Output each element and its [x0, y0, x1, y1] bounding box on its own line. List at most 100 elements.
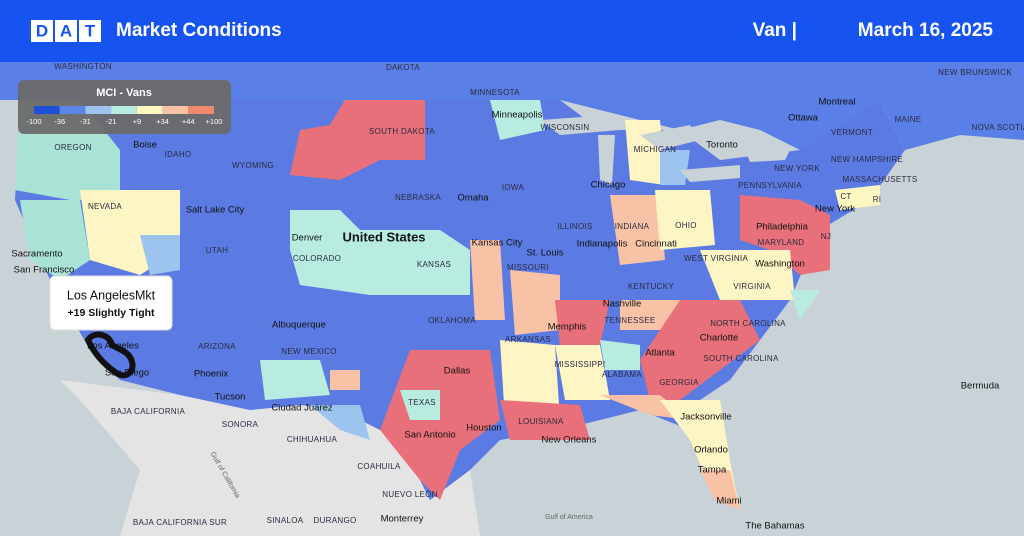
equipment-mode: Van | — [753, 20, 797, 41]
place-label: CT — [840, 192, 851, 201]
place-label: Houston — [466, 423, 501, 434]
place-label: San Francisco — [14, 265, 75, 276]
region-patches — [15, 100, 880, 510]
place-label: ALABAMA — [602, 370, 642, 379]
place-label: The Bahamas — [745, 521, 804, 532]
place-label: NJ — [821, 232, 831, 241]
place-label: Phoenix — [194, 369, 229, 380]
logo-letter: A — [60, 21, 72, 40]
place-label: Toronto — [706, 140, 738, 151]
place-label: NEVADA — [88, 202, 122, 211]
place-label: OKLAHOMA — [428, 316, 476, 325]
place-label: IDAHO — [165, 150, 192, 159]
place-label: Cincinnati — [635, 239, 677, 250]
place-label: Gulf of America — [545, 514, 593, 521]
place-label: LOUISIANA — [518, 417, 564, 426]
place-label: Nashville — [603, 299, 642, 310]
place-label: COAHUILA — [357, 462, 401, 471]
place-label: Boise — [133, 140, 157, 151]
place-label: WASHINGTON — [54, 62, 112, 71]
place-label: GEORGIA — [659, 378, 699, 387]
place-label: SINALOA — [267, 516, 304, 525]
place-label: BAJA CALIFORNIA — [111, 407, 186, 416]
legend-swatch — [59, 106, 86, 114]
place-label: Chicago — [591, 180, 626, 191]
place-label: TENNESSEE — [604, 316, 655, 325]
place-label: SONORA — [222, 420, 259, 429]
place-label: SOUTH DAKOTA — [369, 127, 435, 136]
place-label: NORTH CAROLINA — [710, 319, 786, 328]
place-label: ARIZONA — [198, 342, 236, 351]
place-label: Jacksonville — [680, 412, 731, 423]
place-label: ILLINOIS — [557, 222, 592, 231]
place-label: ARKANSAS — [505, 335, 551, 344]
legend-scale: -100 -36 -31 -21 +9 +34 +44 +100 — [26, 106, 222, 126]
selected-market-outline — [84, 331, 136, 379]
place-label: NEW MEXICO — [281, 347, 336, 356]
tooltip-market: Los AngelesMkt — [67, 288, 156, 302]
place-label: DAKOTA — [386, 63, 420, 72]
legend-swatch — [136, 106, 163, 114]
place-label: Minneapolis — [492, 110, 543, 121]
legend-label: +100 — [206, 117, 223, 126]
place-label: Bermuda — [961, 381, 1000, 392]
place-label: BAJA CALIFORNIA SUR — [133, 518, 227, 527]
place-label: Denver — [292, 233, 323, 244]
legend-label: -31 — [80, 117, 91, 126]
legend-swatch — [85, 106, 112, 114]
place-label: MASSACHUSETTS — [842, 175, 917, 184]
legend-label: +34 — [156, 117, 169, 126]
place-label: VERMONT — [831, 128, 873, 137]
place-label: NEW BRUNSWICK — [938, 68, 1012, 77]
place-label: MISSISSIPPI — [555, 360, 606, 369]
place-label: New Orleans — [542, 435, 597, 446]
mexico — [60, 380, 480, 536]
place-label: KENTUCKY — [628, 282, 674, 291]
legend-swatch — [111, 106, 137, 114]
place-label: MARYLAND — [758, 238, 805, 247]
place-label: San Antonio — [404, 430, 455, 441]
legend-swatch — [188, 106, 214, 114]
place-label: Charlotte — [700, 333, 739, 344]
canada — [0, 62, 1024, 150]
place-label: Miami — [716, 496, 741, 507]
lakes — [540, 115, 790, 185]
place-label: INDIANA — [615, 222, 650, 231]
place-label: COLORADO — [293, 254, 341, 263]
place-labels: WASHINGTON DAKOTA MINNESOTA Minneapolis WISC… — [11, 62, 1024, 531]
place-label: Washington — [755, 259, 805, 270]
place-label: United States — [342, 229, 425, 244]
place-label: San Diego — [105, 368, 149, 379]
legend-label: -36 — [54, 117, 65, 126]
place-label: SOUTH CAROLINA — [703, 354, 779, 363]
header-title: Market Conditions — [116, 20, 282, 41]
place-label: IOWA — [502, 183, 525, 192]
place-label: PENNSYLVANIA — [738, 181, 802, 190]
place-label: DURANGO — [314, 516, 357, 525]
legend-swatch — [34, 106, 60, 114]
place-label: Ciudad Juárez — [271, 403, 333, 414]
place-label: NEBRASKA — [395, 193, 441, 202]
logo-box — [31, 20, 53, 42]
place-label: WISCONSIN — [541, 123, 590, 132]
place-label: Los Angeles — [87, 341, 139, 352]
place-label: MAINE — [895, 115, 922, 124]
header-bar — [0, 0, 1024, 62]
header-date: March 16, 2025 — [858, 20, 994, 41]
logo-letter: D — [36, 21, 48, 40]
place-label: VIRGINIA — [733, 282, 771, 291]
place-label: NEW YORK — [774, 164, 820, 173]
legend-title: MCI - Vans — [96, 87, 152, 99]
place-label: Philadelphia — [756, 222, 808, 233]
place-label: UTAH — [206, 246, 228, 255]
place-label: Omaha — [457, 193, 489, 204]
place-label: KANSAS — [417, 260, 451, 269]
place-label: Monterrey — [381, 514, 424, 525]
logo-letter: T — [85, 21, 96, 40]
legend-label: -100 — [26, 117, 41, 126]
logo-box — [55, 20, 77, 42]
place-label: Orlando — [694, 445, 728, 456]
